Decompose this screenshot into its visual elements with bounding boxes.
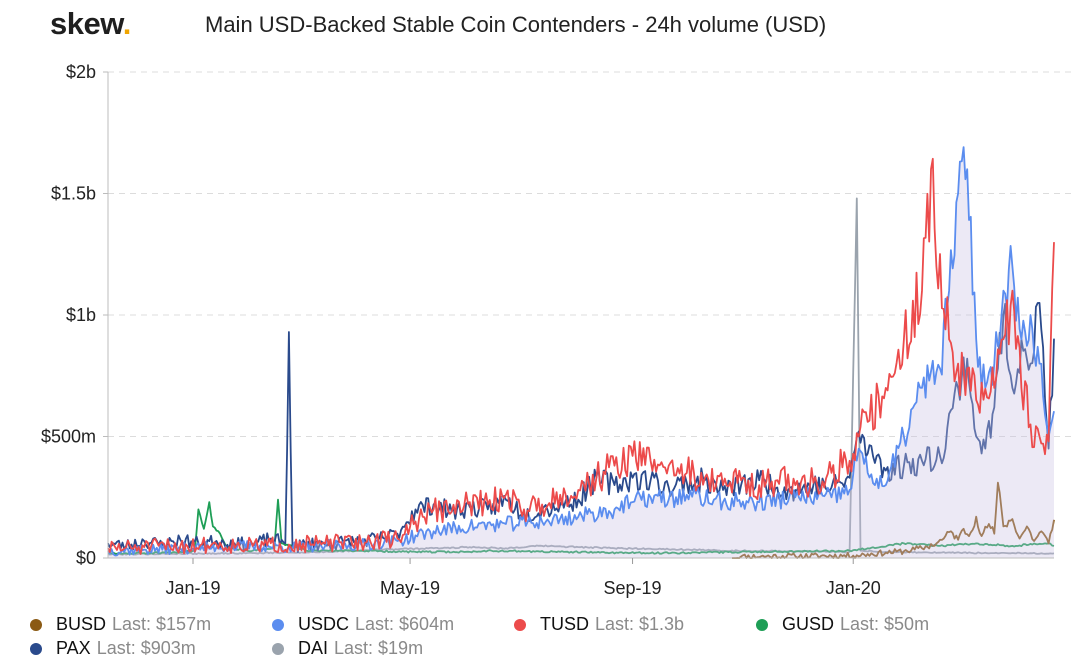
legend-swatch bbox=[756, 618, 768, 631]
legend-item-dai[interactable]: DAI Last: $19m bbox=[272, 638, 423, 659]
y-tick-label: $500m bbox=[41, 427, 96, 447]
x-tick-label: Sep-19 bbox=[604, 578, 662, 598]
series-line-usdc bbox=[107, 146, 1055, 557]
legend-swatch bbox=[272, 642, 284, 655]
series-line-pax bbox=[107, 302, 1055, 554]
legend-last: Last: $19m bbox=[334, 638, 424, 658]
chart-title: Main USD-Backed Stable Coin Contenders -… bbox=[205, 12, 827, 37]
legend-last: Last: $1.3b bbox=[595, 614, 685, 634]
legend-last: Last: $604m bbox=[355, 614, 455, 634]
legend-name: GUSD bbox=[782, 614, 835, 634]
x-tick-label: Jan-19 bbox=[165, 578, 220, 598]
x-tick-label: May-19 bbox=[380, 578, 440, 598]
series-area-usdc bbox=[108, 147, 1054, 558]
legend-swatch bbox=[514, 618, 526, 631]
legend-item-pax[interactable]: PAX Last: $903m bbox=[30, 638, 196, 659]
y-tick-label: $0 bbox=[76, 548, 96, 568]
legend-name: USDC bbox=[298, 614, 350, 634]
series-line-tusd bbox=[107, 157, 1055, 555]
legend-item-gusd[interactable]: GUSD Last: $50m bbox=[756, 614, 929, 635]
legend-swatch bbox=[272, 618, 284, 631]
y-tick-label: $2b bbox=[66, 62, 96, 82]
legend-item-busd[interactable]: BUSD Last: $157m bbox=[30, 614, 211, 635]
y-tick-label: $1b bbox=[66, 305, 96, 325]
axes: $0 $500m $1b $1.5b $2b Jan-19 May-19 Sep-19 Jan-… bbox=[41, 62, 1054, 598]
brand-dot: . bbox=[122, 6, 132, 41]
legend-last: Last: $157m bbox=[112, 614, 212, 634]
brand-name: skew bbox=[50, 6, 123, 41]
legend-item-tusd[interactable]: TUSD Last: $1.3b bbox=[514, 614, 684, 635]
legend-last: Last: $903m bbox=[96, 638, 196, 658]
series-line-busd bbox=[732, 481, 1055, 559]
legend: BUSD Last: $157m USDC Last: $604m TUSD L… bbox=[30, 614, 1070, 666]
x-tick-label: Jan-20 bbox=[826, 578, 881, 598]
brand-logo: skew. bbox=[50, 6, 131, 42]
legend-swatch bbox=[30, 642, 42, 655]
legend-name: TUSD bbox=[540, 614, 589, 634]
y-tick-label: $1.5b bbox=[51, 184, 96, 204]
legend-name: PAX bbox=[56, 638, 91, 658]
legend-name: BUSD bbox=[56, 614, 107, 634]
series-layer bbox=[107, 146, 1055, 559]
legend-name: DAI bbox=[298, 638, 329, 658]
legend-swatch bbox=[30, 618, 42, 631]
legend-item-usdc[interactable]: USDC Last: $604m bbox=[272, 614, 454, 635]
legend-last: Last: $50m bbox=[840, 614, 930, 634]
